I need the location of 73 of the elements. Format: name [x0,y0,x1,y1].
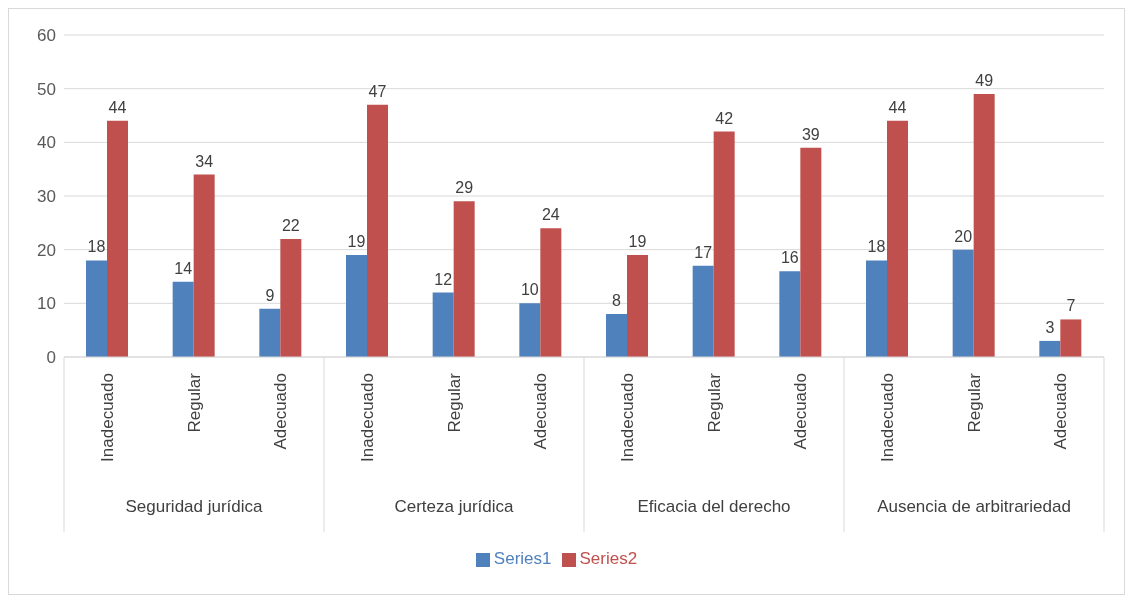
data-label: 14 [174,259,193,277]
data-label: 17 [694,243,713,261]
x-tick-label: Regular [964,372,984,433]
bar [973,94,995,357]
data-label: 19 [628,233,647,251]
data-label: 20 [954,227,973,245]
y-tick-label: 40 [37,133,56,153]
data-label: 47 [368,82,387,100]
y-tick-label: 30 [37,187,56,207]
bar [259,308,281,357]
x-tick-label: Inadecuado [357,373,377,462]
bar [779,271,801,357]
data-label: 9 [265,286,275,304]
bar [887,120,908,357]
bar [800,147,822,357]
text: Seguridad jurídica [124,497,264,517]
x-tick-label: Adecuado [531,373,551,450]
y-tick-label: 0 [46,348,56,368]
data-label: 34 [195,152,214,170]
data-label: 18 [87,238,106,256]
data-label: 22 [281,216,300,234]
bar [1039,340,1061,357]
bar [713,131,735,357]
bar [519,303,541,357]
x-tick-label: Regular [444,372,464,433]
x-tick-label: Adecuado [1051,373,1071,450]
data-label: 42 [715,109,734,127]
bar [952,249,974,357]
bar [86,260,107,357]
y-tick-label: 50 [37,79,56,99]
text: Ausencia de arbitrariedad [876,497,1072,517]
bar [367,104,388,357]
bar [107,120,128,357]
x-tick-label: Adecuado [791,373,811,450]
data-label: 12 [434,270,453,288]
data-label: 44 [108,98,127,116]
data-label: 44 [888,98,907,116]
bar [627,255,648,357]
data-label: 24 [541,206,560,224]
x-tick-label: Adecuado [271,373,291,450]
bar [193,174,215,357]
data-label: 7 [1066,297,1076,315]
text: Certeza jurídica [393,497,515,517]
y-tick-label: 60 [37,26,56,46]
bar [866,260,887,357]
data-label: 19 [347,233,366,251]
bar [346,255,367,357]
x-tick-label: Inadecuado [877,373,897,462]
data-label: 39 [801,125,820,143]
data-label: 10 [520,281,539,299]
bar [540,228,562,357]
bar [172,281,194,357]
bar [432,292,454,357]
x-tick-label: Inadecuado [617,373,637,462]
data-label: 16 [780,249,799,267]
legend-label: Series2 [579,549,638,568]
x-tick-label: Regular [704,372,724,433]
text: Eficacia del derecho [636,497,792,517]
bar [453,201,475,357]
y-tick-label: 10 [37,294,56,314]
data-label: 8 [612,292,622,310]
data-label: 29 [455,179,474,197]
bar [1060,319,1082,357]
x-tick-label: Inadecuado [97,373,117,462]
data-label: 3 [1045,318,1055,336]
bar [606,314,627,357]
legend-label: Series1 [493,549,552,568]
x-tick-label: Regular [184,372,204,433]
data-label: 18 [867,238,886,256]
data-label: 49 [975,72,994,90]
y-tick-label: 20 [37,240,56,260]
bar [692,265,714,357]
bar [280,238,302,357]
